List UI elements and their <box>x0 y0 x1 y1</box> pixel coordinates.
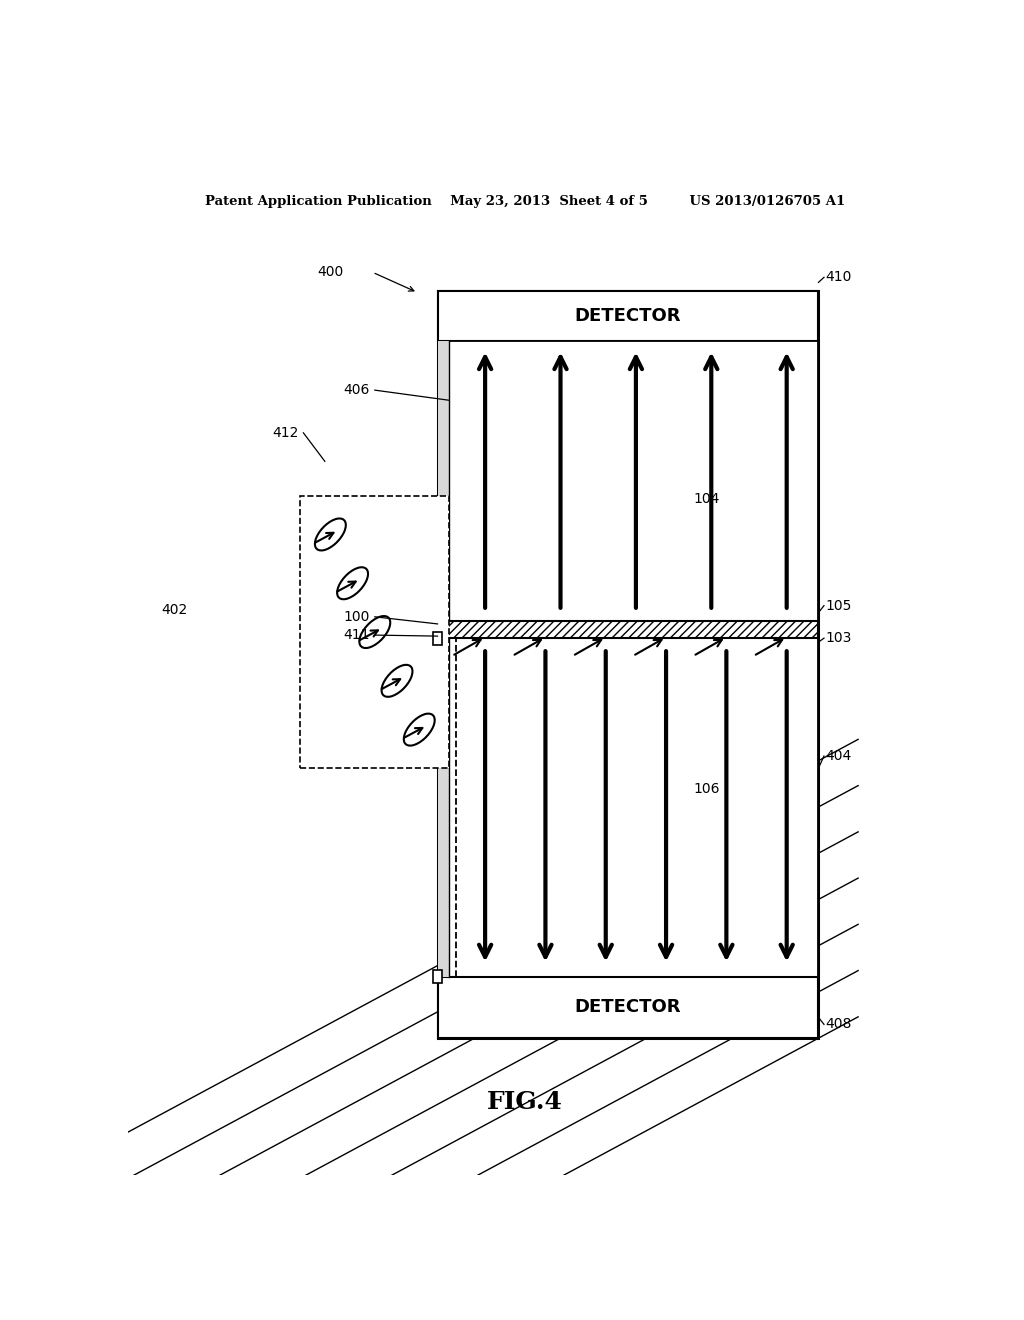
Bar <box>433 631 441 644</box>
Text: 410: 410 <box>825 271 852 284</box>
Text: 106: 106 <box>693 781 720 796</box>
Text: 411: 411 <box>343 628 370 642</box>
Text: 402: 402 <box>161 603 187 616</box>
Bar <box>433 970 441 983</box>
Ellipse shape <box>315 519 346 550</box>
Bar <box>437 342 450 620</box>
Ellipse shape <box>403 714 435 746</box>
Text: DETECTOR: DETECTOR <box>574 308 681 325</box>
Text: 412: 412 <box>272 426 299 440</box>
Text: 105: 105 <box>825 598 852 612</box>
Ellipse shape <box>337 568 368 599</box>
Text: 104: 104 <box>693 492 720 506</box>
Bar <box>437 342 818 620</box>
Bar <box>437 290 818 342</box>
Ellipse shape <box>382 665 413 697</box>
Text: 404: 404 <box>825 748 852 763</box>
Bar <box>437 638 450 977</box>
Bar <box>437 638 818 977</box>
Bar <box>437 977 818 1038</box>
Text: DETECTOR: DETECTOR <box>574 998 681 1016</box>
Bar <box>437 290 818 1038</box>
Text: 100: 100 <box>344 610 370 624</box>
Text: 408: 408 <box>825 1018 852 1031</box>
Text: FIG.4: FIG.4 <box>486 1089 563 1114</box>
Text: 406: 406 <box>344 383 370 397</box>
Text: 103: 103 <box>825 631 852 645</box>
Bar <box>300 496 450 768</box>
Ellipse shape <box>359 616 390 648</box>
Text: 400: 400 <box>317 265 344 280</box>
Bar <box>437 620 818 638</box>
Text: Patent Application Publication    May 23, 2013  Sheet 4 of 5         US 2013/012: Patent Application Publication May 23, 2… <box>205 194 845 207</box>
